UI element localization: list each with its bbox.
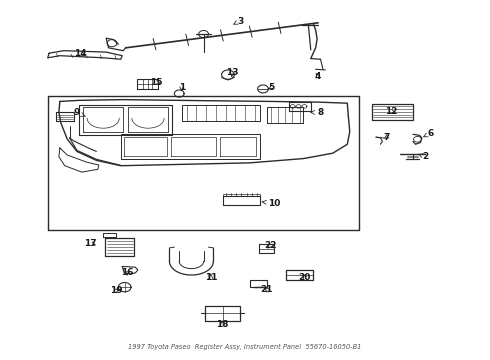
Text: 13: 13: [225, 68, 238, 77]
Text: 14: 14: [74, 49, 87, 58]
Text: 18: 18: [216, 320, 228, 329]
Text: 1: 1: [178, 83, 185, 92]
Text: 17: 17: [84, 239, 97, 248]
Text: 10: 10: [262, 199, 280, 208]
Text: 8: 8: [311, 108, 323, 117]
Text: 5: 5: [269, 83, 275, 92]
Text: 7: 7: [383, 132, 390, 141]
Text: 22: 22: [265, 240, 277, 249]
Text: 12: 12: [385, 107, 397, 116]
Text: 16: 16: [121, 268, 133, 277]
Text: 3: 3: [234, 17, 243, 26]
Text: 19: 19: [110, 286, 122, 295]
Text: 20: 20: [299, 273, 311, 282]
Text: 9: 9: [74, 108, 85, 117]
Text: 6: 6: [424, 129, 433, 138]
Text: 11: 11: [205, 273, 217, 282]
Text: 1997 Toyota Paseo  Register Assy, Instrument Panel  55670-16050-B1: 1997 Toyota Paseo Register Assy, Instrum…: [128, 343, 362, 350]
Text: 4: 4: [315, 72, 321, 81]
Text: 21: 21: [261, 285, 273, 294]
Text: 15: 15: [150, 78, 163, 87]
Text: 2: 2: [419, 152, 428, 161]
